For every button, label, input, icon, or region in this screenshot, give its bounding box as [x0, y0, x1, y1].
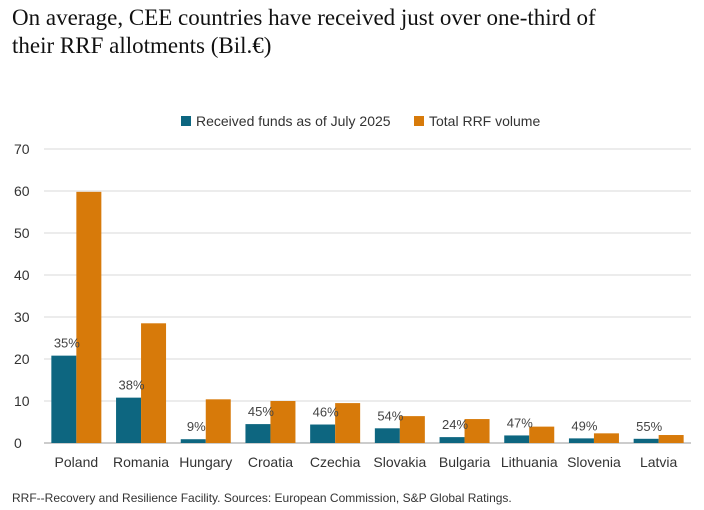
- bar-total-poland: [76, 191, 102, 443]
- bar-annotation-percent: 54%: [377, 408, 403, 423]
- legend-label-received: Received funds as of July 2025: [196, 113, 391, 129]
- bar-chart: 0 10 20 30 40 50 60 70 35% Poland 38% Romania 9% Hung…: [14, 141, 691, 470]
- x-tick-label: Hungary: [179, 454, 232, 470]
- legend-swatch-received: [181, 116, 191, 126]
- bar-annotation-percent: 46%: [313, 405, 339, 420]
- y-tick-label: 60: [14, 183, 30, 199]
- bar-total-hungary: [205, 399, 231, 443]
- y-tick-label: 0: [14, 435, 22, 451]
- x-tick-label: Croatia: [248, 454, 293, 470]
- bar-received-latvia: [633, 438, 659, 443]
- footnote: RRF--Recovery and Resilience Facility. S…: [12, 491, 512, 505]
- bar-annotation-percent: 35%: [54, 336, 80, 351]
- x-tick-label: Poland: [55, 454, 99, 470]
- bar-received-czechia: [310, 424, 336, 443]
- chart-title-line-1: On average, CEE countries have received …: [12, 5, 596, 30]
- bar-total-slovakia: [399, 416, 425, 443]
- bar-received-slovakia: [374, 428, 400, 443]
- bar-total-czechia: [335, 403, 361, 443]
- bar-total-croatia: [270, 401, 296, 443]
- legend-item-total: Total RRF volume: [414, 113, 540, 129]
- chart-title-line-2: their RRF allotments (Bil.€): [12, 33, 272, 58]
- legend-swatch-total: [414, 116, 424, 126]
- bar-total-bulgaria: [464, 419, 490, 443]
- bar-received-poland: [51, 355, 77, 443]
- x-tick-label: Czechia: [310, 454, 361, 470]
- y-tick-label: 20: [14, 351, 30, 367]
- bar-annotation-percent: 49%: [571, 418, 597, 433]
- bar-annotation-percent: 47%: [507, 415, 533, 430]
- y-tick-label: 50: [14, 225, 30, 241]
- chart-legend: Received funds as of July 2025 Total RRF…: [0, 113, 704, 133]
- bar-total-latvia: [658, 435, 684, 443]
- legend-item-received: Received funds as of July 2025: [181, 113, 391, 129]
- bar-total-romania: [141, 323, 167, 443]
- x-tick-label: Lithuania: [501, 454, 558, 470]
- bar-received-slovenia: [568, 438, 594, 443]
- x-tick-label: Slovakia: [373, 454, 426, 470]
- bar-annotation-percent: 45%: [248, 404, 274, 419]
- bar-total-lithuania: [529, 426, 555, 443]
- bar-total-slovenia: [593, 433, 619, 443]
- y-tick-label: 40: [14, 267, 30, 283]
- legend-label-total: Total RRF volume: [429, 113, 541, 129]
- y-tick-label: 30: [14, 309, 30, 325]
- bar-annotation-percent: 38%: [119, 378, 145, 393]
- x-tick-label: Slovenia: [567, 454, 621, 470]
- bar-annotation-percent: 55%: [636, 419, 662, 434]
- bar-received-lithuania: [504, 435, 530, 443]
- x-tick-label: Bulgaria: [439, 454, 491, 470]
- bar-received-bulgaria: [439, 437, 465, 443]
- bar-received-romania: [116, 397, 142, 443]
- y-tick-label: 10: [14, 393, 30, 409]
- bar-annotation-percent: 9%: [187, 419, 206, 434]
- chart-title: On average, CEE countries have received …: [12, 4, 692, 60]
- y-tick-label: 70: [14, 141, 30, 157]
- bar-received-croatia: [245, 424, 271, 443]
- x-tick-label: Latvia: [640, 454, 678, 470]
- x-tick-label: Romania: [113, 454, 169, 470]
- bar-annotation-percent: 24%: [442, 417, 468, 432]
- bar-received-hungary: [180, 439, 206, 443]
